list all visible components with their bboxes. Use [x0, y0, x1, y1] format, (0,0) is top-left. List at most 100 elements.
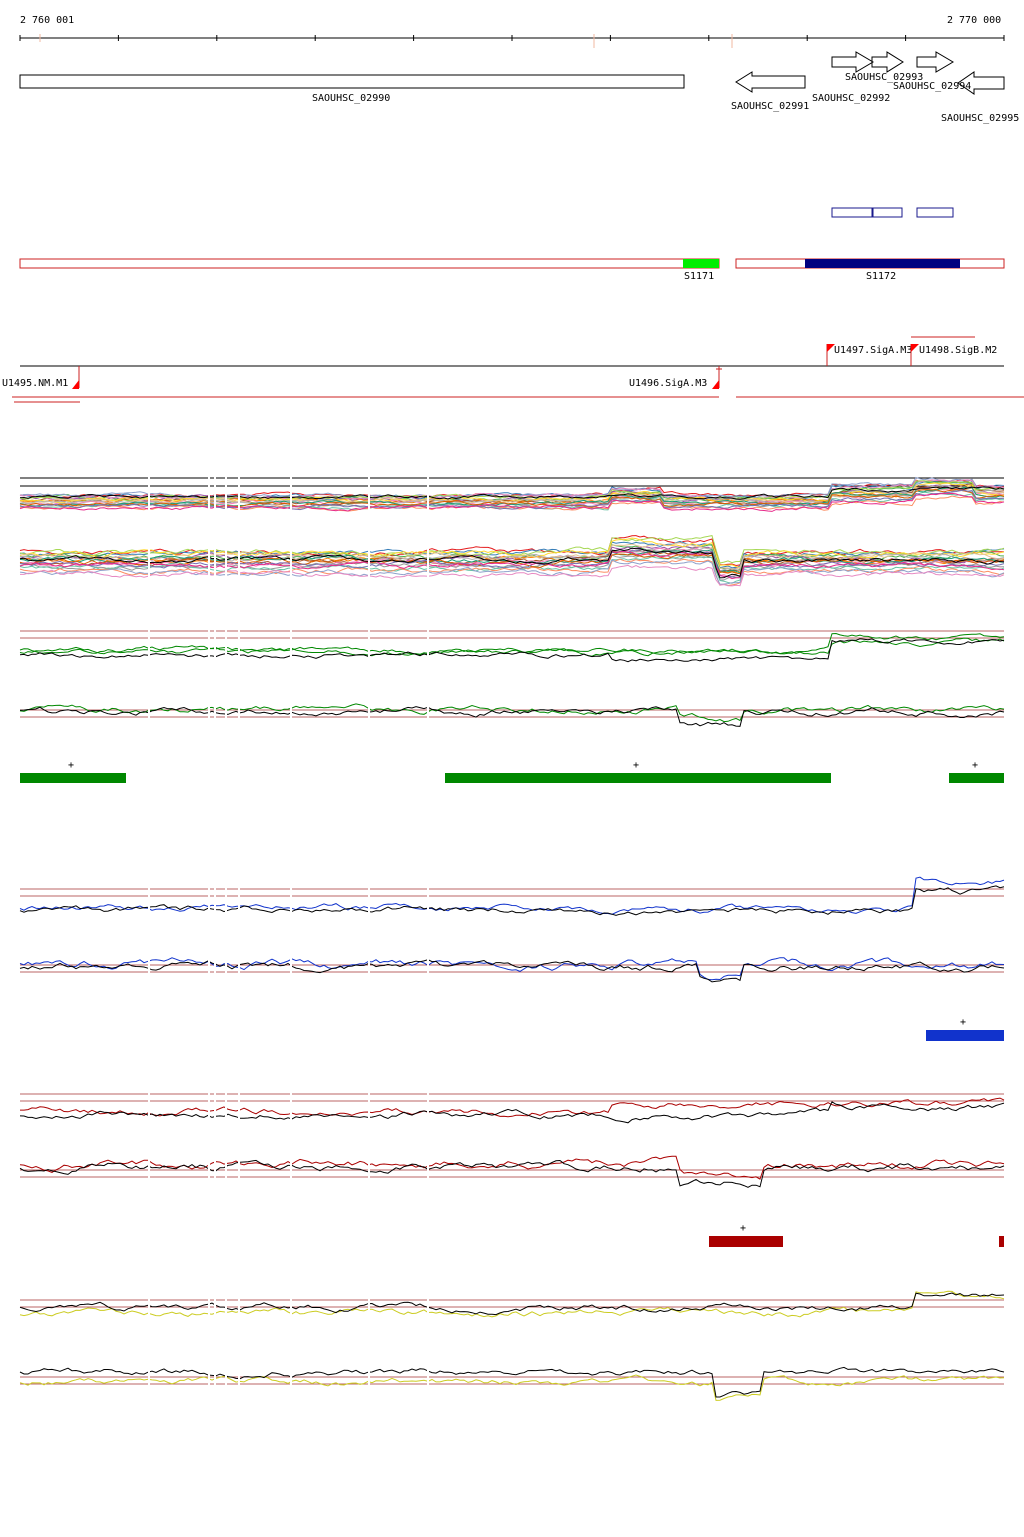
probe-gap	[368, 1088, 370, 1195]
ruler-ticks	[19, 35, 1005, 41]
expression-profile-line	[19, 703, 1005, 723]
segment-outline[interactable]	[19, 258, 720, 269]
region-bar-red[interactable]	[709, 1236, 783, 1247]
probe-gap	[214, 1292, 216, 1400]
probe-gap	[290, 1292, 292, 1400]
probe-gap	[290, 625, 292, 730]
segment-s1171[interactable]	[683, 259, 719, 268]
feature-boxes	[831, 207, 954, 218]
expression-profile-line	[19, 632, 1005, 655]
expression-profile-line	[20, 1097, 1005, 1118]
expression-profile-line	[19, 489, 1004, 511]
promoter-label: U1498.SigB.M2	[919, 345, 997, 356]
probe-gap	[208, 625, 210, 730]
expression-profile-line	[19, 885, 1005, 916]
probe-gap	[368, 470, 370, 590]
probe-gap	[427, 1088, 429, 1195]
condition-panel-yellow	[19, 1290, 1005, 1401]
probe-gap	[368, 1292, 370, 1400]
segment-track: S1171 S1172	[19, 258, 1005, 282]
probe-gap	[427, 1292, 429, 1400]
probe-gap	[290, 1088, 292, 1195]
probe-gap	[368, 625, 370, 730]
condition-panel-green: + + +	[19, 630, 1005, 783]
expression-profiles-red	[19, 1097, 1005, 1188]
strand-marker: +	[633, 760, 639, 771]
strand-marker: +	[972, 760, 978, 771]
probe-gap	[238, 470, 240, 590]
probe-gap	[148, 880, 150, 990]
probe-gap	[427, 625, 429, 730]
probe-gaps	[148, 470, 429, 1400]
strand-marker: +	[740, 1223, 746, 1234]
region-bar-green[interactable]	[445, 773, 831, 783]
expression-profile-line	[19, 486, 1005, 508]
region-bar-blue[interactable]	[926, 1030, 1004, 1041]
probe-gap	[208, 1292, 210, 1400]
probe-gap	[148, 470, 150, 590]
segment-label: S1172	[866, 271, 896, 282]
strand-marker: +	[68, 760, 74, 771]
probe-gap	[225, 880, 227, 990]
probe-gap	[214, 625, 216, 730]
expression-profile-line	[19, 876, 1005, 915]
probe-gap	[214, 880, 216, 990]
probe-gap	[208, 470, 210, 590]
region-bar-red[interactable]	[999, 1236, 1004, 1247]
expression-profile-line	[19, 1366, 1005, 1398]
condition-panel-blue: +	[19, 876, 1005, 1041]
gene-arrow-forward[interactable]	[831, 51, 874, 73]
probe-gap	[427, 470, 429, 590]
expression-profile-line	[19, 959, 1005, 983]
probe-gap	[238, 1088, 240, 1195]
expression-profiles-top	[19, 476, 1005, 512]
expression-profiles-blue	[19, 876, 1005, 983]
probe-gap	[368, 880, 370, 990]
promoter-label: U1495.NM.M1	[2, 378, 68, 389]
ruler-start-label: 2 760 001	[20, 15, 74, 26]
tss-flag[interactable]	[72, 380, 79, 389]
region-bar-green[interactable]	[20, 773, 126, 783]
probe-gap	[208, 880, 210, 990]
gene-label: SAOUHSC_02993	[845, 72, 923, 83]
gene-track: SAOUHSC_02990 SAOUHSC_02991 SAOUHSC_0299…	[19, 51, 1019, 124]
probe-gap	[214, 1088, 216, 1195]
segment-s1172[interactable]	[805, 259, 960, 268]
gene-arrow-reverse[interactable]	[957, 71, 1005, 95]
gene-box[interactable]	[19, 74, 685, 89]
promoter-label: U1496.SigA.M3	[629, 378, 707, 389]
gene-arrow-forward[interactable]	[871, 51, 904, 73]
expression-profile-line	[19, 1290, 1005, 1318]
probe-gap	[290, 470, 292, 590]
expression-profile-line	[19, 957, 1005, 981]
expression-profile-line	[19, 638, 1005, 663]
probe-gap	[225, 470, 227, 590]
expression-profile-line	[19, 540, 1005, 569]
probe-gap	[238, 1292, 240, 1400]
expression-profile-line	[19, 486, 1005, 505]
gene-label: SAOUHSC_02994	[893, 81, 971, 92]
condition-panel-red: +	[19, 1093, 1005, 1247]
feature-box[interactable]	[872, 207, 903, 218]
expression-profile-line	[19, 706, 1005, 727]
expression-profile-line	[20, 564, 1005, 587]
promoter-label: U1497.SigA.M3	[834, 345, 912, 356]
expression-profile-line	[19, 1292, 1005, 1316]
tss-flag[interactable]	[911, 344, 919, 352]
expression-profile-line	[19, 559, 1005, 585]
expression-profiles-green	[19, 632, 1005, 727]
expression-profile-line	[19, 547, 1005, 579]
segment-label: S1171	[684, 271, 714, 282]
expression-profile-line	[19, 553, 1005, 581]
ruler-end-label: 2 770 000	[947, 15, 1001, 26]
feature-box[interactable]	[916, 207, 954, 218]
region-bar-green[interactable]	[949, 773, 1004, 783]
feature-box[interactable]	[831, 207, 873, 218]
tss-flag[interactable]	[827, 344, 835, 352]
tss-flag[interactable]	[712, 380, 719, 389]
gene-arrow-reverse[interactable]	[735, 71, 806, 93]
probe-gap	[290, 880, 292, 990]
probe-gap	[238, 625, 240, 730]
gene-arrow-forward[interactable]	[916, 51, 954, 73]
